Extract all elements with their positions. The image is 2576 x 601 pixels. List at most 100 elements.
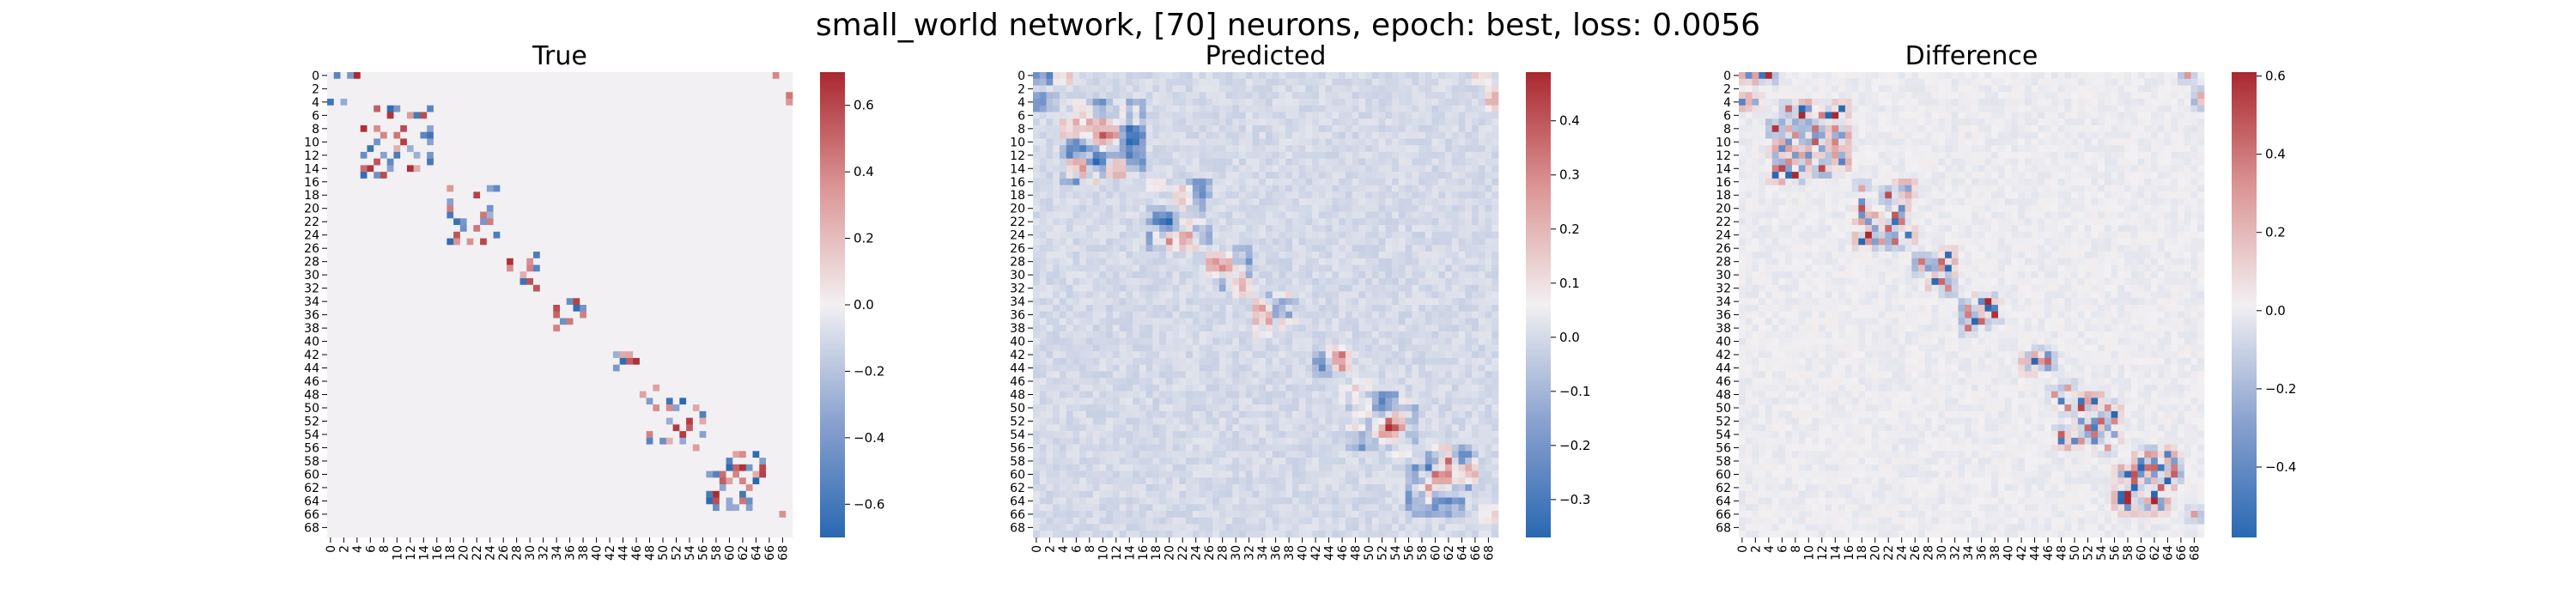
heatmap-cell: [513, 78, 520, 86]
heatmap-cell: [480, 118, 488, 126]
heatmap-cell: [539, 112, 547, 119]
heatmap-cell: [386, 112, 394, 119]
heatmap-cell: [599, 105, 607, 112]
heatmap-cell: [447, 78, 454, 86]
heatmap-cell: [653, 85, 660, 93]
heatmap-cell: [752, 92, 760, 100]
heatmap-cell: [480, 105, 488, 112]
heatmap-cell: [327, 78, 335, 86]
heatmap-cell: [433, 124, 440, 132]
heatmap-cell: [526, 112, 534, 119]
heatmap-cell: [573, 105, 580, 112]
heatmap-cell: [606, 78, 614, 86]
heatmap-cell: [427, 78, 434, 86]
heatmap-cell: [440, 78, 447, 86]
heatmap-cell: [533, 72, 541, 80]
heatmap-cell: [706, 78, 714, 86]
heatmap-cell: [719, 105, 726, 112]
heatmap-cell: [686, 85, 694, 93]
heatmap-cell: [513, 118, 520, 126]
heatmap-cell: [380, 118, 387, 126]
heatmap-cell: [386, 78, 394, 86]
heatmap-cell: [752, 85, 760, 93]
heatmap-cell: [459, 118, 467, 126]
heatmap-cell: [406, 78, 414, 86]
heatmap-cell: [473, 112, 481, 119]
heatmap-cell: [599, 118, 607, 126]
heatmap-cell: [440, 92, 447, 100]
heatmap-cell: [612, 72, 620, 80]
heatmap-cell: [480, 112, 488, 119]
heatmap-cell: [606, 118, 614, 126]
heatmap-cell: [340, 72, 348, 80]
heatmap-cell: [374, 118, 381, 126]
heatmap-cell: [347, 112, 355, 119]
heatmap-cell: [333, 118, 341, 126]
heatmap-cell: [553, 72, 561, 80]
heatmap-cell: [553, 85, 561, 93]
heatmap-cell: [772, 78, 780, 86]
heatmap-cell: [507, 105, 514, 112]
heatmap-cell: [453, 112, 461, 119]
heatmap-cell: [592, 78, 600, 86]
heatmap-cell: [772, 105, 780, 112]
heatmap-cell: [374, 124, 381, 132]
heatmap-cell: [665, 85, 673, 93]
heatmap-cell: [513, 72, 520, 80]
heatmap-cell: [580, 118, 587, 126]
heatmap-cell: [686, 78, 694, 86]
heatmap-cell: [752, 105, 760, 112]
heatmap-cell: [393, 78, 401, 86]
heatmap-cell: [686, 98, 694, 106]
heatmap-cell: [633, 78, 641, 86]
heatmap-cell: [533, 112, 541, 119]
heatmap-cell: [413, 78, 421, 86]
heatmap-cell: [612, 85, 620, 93]
heatmap-cell: [779, 78, 787, 86]
heatmap-cell: [374, 98, 381, 106]
heatmap-cell: [347, 85, 355, 93]
heatmap-cells: [327, 72, 793, 538]
heatmap-cell: [719, 78, 726, 86]
heatmap-cell: [546, 72, 554, 80]
heatmap-cell: [699, 72, 707, 80]
heatmap-cell: [719, 98, 726, 106]
heatmap-cell: [546, 78, 554, 86]
heatmap-cell: [639, 72, 647, 80]
heatmap-cell: [480, 124, 488, 132]
heatmap-cell: [420, 98, 428, 106]
heatmap-cell: [573, 118, 580, 126]
heatmap-cell: [353, 124, 361, 132]
heatmap-cell: [539, 118, 547, 126]
heatmap-cell: [367, 85, 374, 93]
heatmap-cell: [519, 105, 527, 112]
heatmap-cell: [745, 85, 753, 93]
heatmap-cell: [393, 124, 401, 132]
heatmap-cell: [347, 72, 355, 80]
heatmap-cell: [553, 105, 561, 112]
heatmap-cell: [466, 112, 474, 119]
heatmap-cell: [659, 92, 667, 100]
heatmap-cell: [739, 98, 747, 106]
heatmap-cell: [653, 112, 660, 119]
heatmap-cell: [713, 72, 720, 80]
heatmap-cell: [653, 78, 660, 86]
heatmap-cell: [726, 105, 733, 112]
heatmap-cell: [726, 78, 733, 86]
heatmap-cell: [480, 72, 488, 80]
heatmap-cell: [406, 98, 414, 106]
heatmap-cell: [619, 78, 627, 86]
heatmap-cell: [580, 98, 587, 106]
heatmap-cell: [566, 105, 574, 112]
heatmap-cell: [779, 85, 787, 93]
heatmap-cell: [546, 112, 554, 119]
heatmap-cell: [653, 118, 660, 126]
heatmap-cell: [526, 105, 534, 112]
heatmap-cell: [560, 112, 568, 119]
heatmap-cell: [353, 105, 361, 112]
heatmap-cell: [580, 112, 587, 119]
heatmap-cell: [659, 112, 667, 119]
heatmap-cell: [367, 72, 374, 80]
heatmap-cell: [745, 72, 753, 80]
heatmap-cell: [586, 78, 594, 86]
